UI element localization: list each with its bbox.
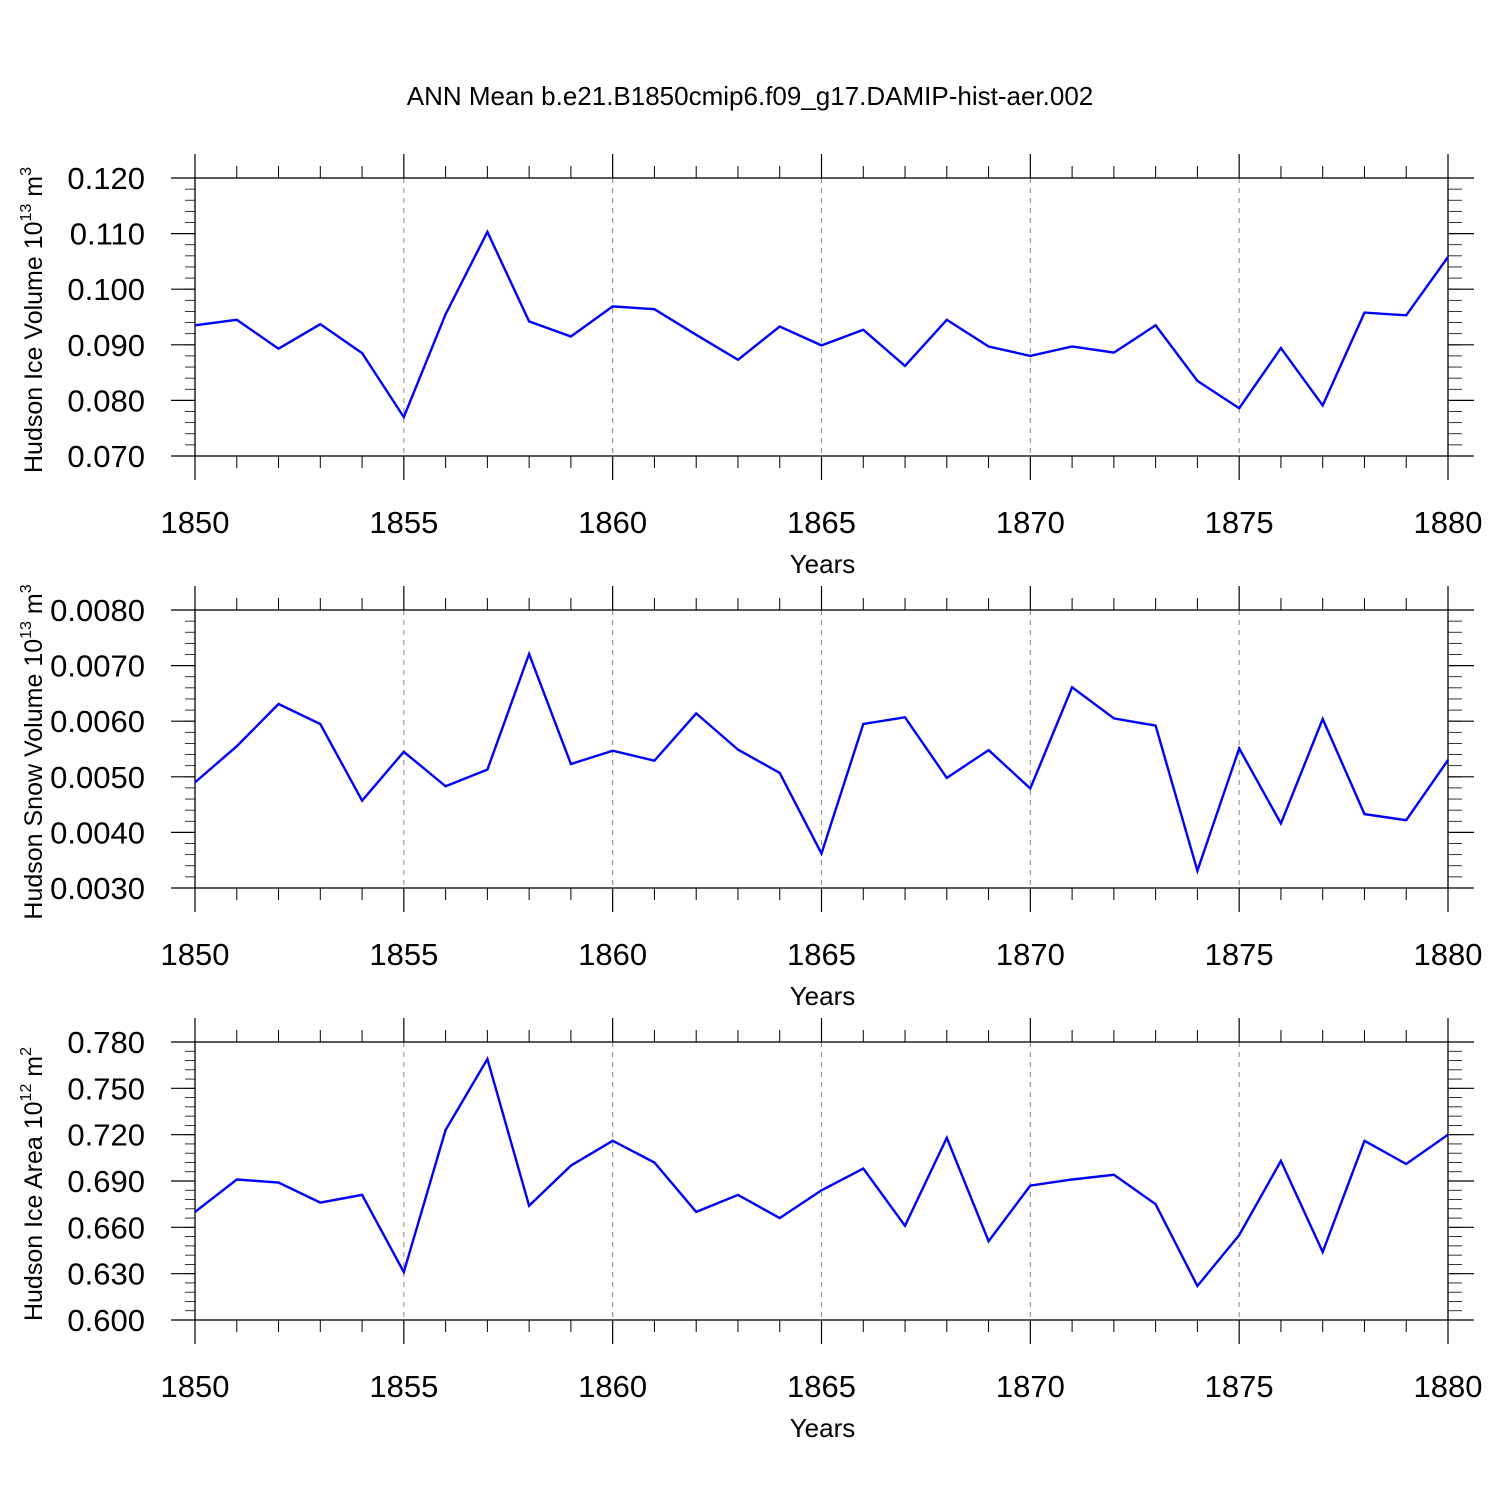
chart-panel-3: 1850 1855 1860 1865 1870 1875 1880 0.600 0.630 0.… xyxy=(18,1018,1482,1443)
x-tick-label: 1880 xyxy=(1414,505,1483,540)
x-tick-label: 1880 xyxy=(1414,1369,1483,1404)
x-tick-label: 1870 xyxy=(996,937,1065,972)
y-tick-label: 0.780 xyxy=(67,1025,145,1060)
y-axis-label: Hudson Ice Volume 1013 m3 xyxy=(18,167,48,473)
x-tick-label: 1855 xyxy=(369,505,438,540)
y-tick-label: 0.120 xyxy=(67,161,145,196)
series-line xyxy=(194,650,1449,875)
y-tick-label: 0.660 xyxy=(67,1210,145,1245)
y-tick-label: 0.0030 xyxy=(50,871,145,906)
x-tick-label: 1865 xyxy=(787,1369,856,1404)
plot-frame xyxy=(194,177,1449,457)
y-tick-label: 0.0040 xyxy=(50,815,145,850)
y-tick-label: 0.720 xyxy=(67,1118,145,1153)
y-tick-label: 0.750 xyxy=(67,1071,145,1106)
x-tick-label: 1875 xyxy=(1205,505,1274,540)
x-tick-label: 1850 xyxy=(161,937,230,972)
y-axis-label: Hudson Ice Area 1012 m2 xyxy=(18,1047,48,1321)
x-tick-label: 1855 xyxy=(369,937,438,972)
y-tick-label: 0.110 xyxy=(70,217,145,252)
series-line xyxy=(194,1055,1449,1289)
x-tick-label: 1875 xyxy=(1205,1369,1274,1404)
chart-panel-2: 1850 1855 1860 1865 1870 1875 1880 0.0030 0.0040… xyxy=(18,584,1482,1011)
y-tick-label: 0.080 xyxy=(67,383,145,418)
x-tick-label: 1865 xyxy=(787,505,856,540)
x-tick-label: 1880 xyxy=(1414,937,1483,972)
y-tick-label: 0.0060 xyxy=(50,704,145,739)
x-tick-label: 1875 xyxy=(1205,937,1274,972)
plot-frame xyxy=(194,609,1449,889)
x-tick-label: 1860 xyxy=(578,505,647,540)
x-axis-label: Years xyxy=(790,549,856,579)
y-tick-label: 0.0080 xyxy=(50,593,145,628)
x-tick-label: 1855 xyxy=(369,1369,438,1404)
y-tick-label: 0.600 xyxy=(67,1303,145,1338)
x-tick-label: 1850 xyxy=(161,505,230,540)
y-tick-label: 0.0050 xyxy=(50,760,145,795)
plot-frame xyxy=(194,1041,1449,1321)
y-axis-label: Hudson Snow Volume 1013 m3 xyxy=(18,584,48,919)
x-tick-label: 1850 xyxy=(161,1369,230,1404)
y-tick-label: 0.100 xyxy=(67,272,145,307)
x-axis-label: Years xyxy=(790,1413,856,1443)
x-tick-label: 1865 xyxy=(787,937,856,972)
chart-title: ANN Mean b.e21.B1850cmip6.f09_g17.DAMIP-… xyxy=(407,81,1094,111)
x-tick-label: 1860 xyxy=(578,1369,647,1404)
panels: 1850 1855 1860 1865 1870 1875 1880 0.070 0.080 0.… xyxy=(18,154,1482,1443)
x-tick-label: 1870 xyxy=(996,505,1065,540)
y-tick-label: 0.070 xyxy=(67,439,145,474)
x-tick-label: 1870 xyxy=(996,1369,1065,1404)
y-tick-label: 0.0070 xyxy=(50,649,145,684)
y-tick-label: 0.630 xyxy=(67,1257,145,1292)
y-tick-label: 0.690 xyxy=(67,1164,145,1199)
x-tick-label: 1860 xyxy=(578,937,647,972)
y-tick-label: 0.090 xyxy=(67,328,145,363)
series-line xyxy=(194,229,1449,420)
x-axis-label: Years xyxy=(790,981,856,1011)
chart-panel-1: 1850 1855 1860 1865 1870 1875 1880 0.070 0.080 0.… xyxy=(18,154,1482,579)
